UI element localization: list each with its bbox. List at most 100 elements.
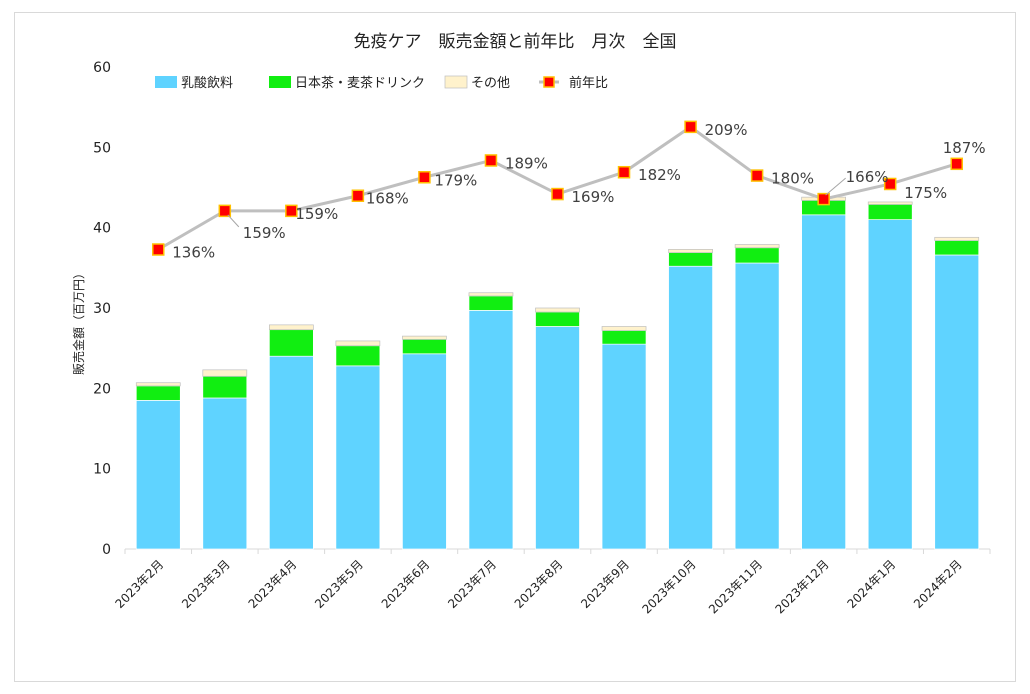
yoy-data-label: 182% xyxy=(638,166,681,184)
x-tick-label: 2024年2月 xyxy=(911,557,965,611)
legend-swatch xyxy=(543,76,555,88)
legend: 乳酸飲料 日本茶・麦茶ドリンク その他 前年比 xyxy=(155,75,608,91)
bar-segment-lactic-drink xyxy=(402,353,447,550)
bar-segment-lactic-drink xyxy=(801,214,847,550)
legend-label: 前年比 xyxy=(569,75,608,91)
yoy-marker xyxy=(351,189,365,202)
bar-segment-other xyxy=(335,340,381,347)
y-tick-label: 0 xyxy=(102,542,111,558)
bar-segment-tea-drink xyxy=(202,375,248,399)
bar-segment-lactic-drink xyxy=(934,254,980,550)
bar-segment-lactic-drink xyxy=(867,219,913,550)
legend-swatch xyxy=(269,76,291,88)
x-tick-label: 2023年6月 xyxy=(379,557,433,611)
yoy-marker xyxy=(617,165,631,179)
bar-segment-tea-drink xyxy=(601,330,647,345)
x-tick-label: 2023年3月 xyxy=(179,557,233,611)
yoy-data-label: 159% xyxy=(243,224,286,242)
bar-segment-tea-drink xyxy=(468,295,514,311)
yoy-marker xyxy=(418,171,431,184)
bar-segment-lactic-drink xyxy=(202,397,248,550)
x-tick-label: 2023年7月 xyxy=(445,557,499,611)
yoy-marker xyxy=(285,204,298,218)
yoy-data-label: 168% xyxy=(366,190,409,208)
y-tick-label: 60 xyxy=(93,60,111,76)
bar-segment-tea-drink xyxy=(268,329,314,357)
yoy-data-label: 209% xyxy=(705,121,748,139)
bar-segment-other xyxy=(601,326,647,331)
yoy-data-label: 136% xyxy=(172,244,215,262)
bar-segment-lactic-drink xyxy=(268,355,314,550)
y-tick-label: 50 xyxy=(93,140,111,156)
bar-segment-other xyxy=(202,369,248,377)
bar-segment-other xyxy=(135,382,181,387)
bar-segment-other xyxy=(668,249,713,253)
bar-segment-tea-drink xyxy=(535,311,580,327)
yoy-marker xyxy=(684,120,697,134)
bar-segment-tea-drink xyxy=(402,338,447,355)
x-tick-label: 2023年8月 xyxy=(512,557,566,611)
yoy-marker xyxy=(218,204,232,218)
yoy-data-label: 179% xyxy=(434,171,477,189)
bar-segment-tea-drink xyxy=(335,345,381,367)
yoy-marker xyxy=(950,157,963,171)
x-tick-label: 2023年5月 xyxy=(312,557,366,611)
yoy-data-label: 175% xyxy=(904,184,947,202)
yoy-data-label: 159% xyxy=(295,205,338,223)
bar-segment-other xyxy=(934,236,980,241)
bar-segment-lactic-drink xyxy=(135,400,181,550)
chart-svg: 免疫ケア 販売金額と前年比 月次 全国 乳酸飲料 日本茶・麦茶ドリンク その他 前年比… xyxy=(71,32,991,616)
legend-label: その他 xyxy=(471,76,510,91)
x-tick-label: 2024年1月 xyxy=(844,557,898,611)
yoy-data-label: 180% xyxy=(771,170,814,188)
chart-title: 免疫ケア 販売金額と前年比 月次 全国 xyxy=(354,32,677,52)
bar-segment-other xyxy=(468,292,514,297)
y-axis-label: 販売金額（百万円） xyxy=(71,267,86,375)
yoy-marker xyxy=(152,243,165,256)
yoy-data-label: 169% xyxy=(572,188,615,206)
legend-label: 日本茶・麦茶ドリンク xyxy=(295,75,425,91)
leader-line xyxy=(825,177,846,196)
bar-segment-other xyxy=(268,324,314,331)
bar-segment-lactic-drink xyxy=(601,343,647,550)
yoy-data-label: 187% xyxy=(943,139,986,157)
x-tick-label: 2023年11月 xyxy=(706,557,765,616)
bars-group xyxy=(135,196,980,550)
bar-segment-lactic-drink xyxy=(335,365,381,550)
yoy-line-group: 136% 159% 159% 168% 179% 189% 169% 182% 209% 180%… xyxy=(152,120,986,262)
x-tick-label: 2023年2月 xyxy=(113,557,167,611)
bar-segment-lactic-drink xyxy=(468,310,514,550)
yoy-marker xyxy=(883,177,897,191)
bar-segment-tea-drink xyxy=(934,240,980,256)
bar-segment-other xyxy=(535,307,580,313)
yoy-data-label: 189% xyxy=(505,154,548,172)
bar-segment-tea-drink xyxy=(668,252,713,267)
x-tick-label: 2023年12月 xyxy=(773,557,832,616)
chart-frame: 免疫ケア 販売金額と前年比 月次 全国 乳酸飲料 日本茶・麦茶ドリンク その他 前年比… xyxy=(14,12,1016,682)
yoy-data-label: 166% xyxy=(846,168,889,186)
yoy-marker xyxy=(484,154,498,167)
y-tick-label: 10 xyxy=(93,462,111,478)
legend-swatch xyxy=(444,75,468,89)
legend-label: 乳酸飲料 xyxy=(181,75,233,91)
y-tick-label: 40 xyxy=(93,221,111,237)
bar-segment-lactic-drink xyxy=(668,265,713,550)
bar-segment-other xyxy=(734,244,780,249)
yoy-marker xyxy=(551,187,564,201)
yoy-marker xyxy=(817,192,830,206)
y-tick-label: 20 xyxy=(93,381,111,397)
bar-segment-tea-drink xyxy=(135,385,181,401)
bar-segment-lactic-drink xyxy=(535,326,580,550)
x-tick-label: 2023年10月 xyxy=(639,557,698,616)
bar-segment-tea-drink xyxy=(867,204,913,220)
bar-segment-other xyxy=(867,201,913,205)
x-tick-label: 2023年4月 xyxy=(246,557,300,611)
bar-segment-lactic-drink xyxy=(734,262,780,550)
y-tick-label: 30 xyxy=(93,301,111,317)
x-tick-label: 2023年9月 xyxy=(578,557,632,611)
yoy-marker xyxy=(750,169,764,182)
legend-swatch xyxy=(155,76,177,88)
leader-line xyxy=(227,214,240,228)
bar-segment-tea-drink xyxy=(734,247,780,264)
bar-segment-other xyxy=(402,335,447,340)
